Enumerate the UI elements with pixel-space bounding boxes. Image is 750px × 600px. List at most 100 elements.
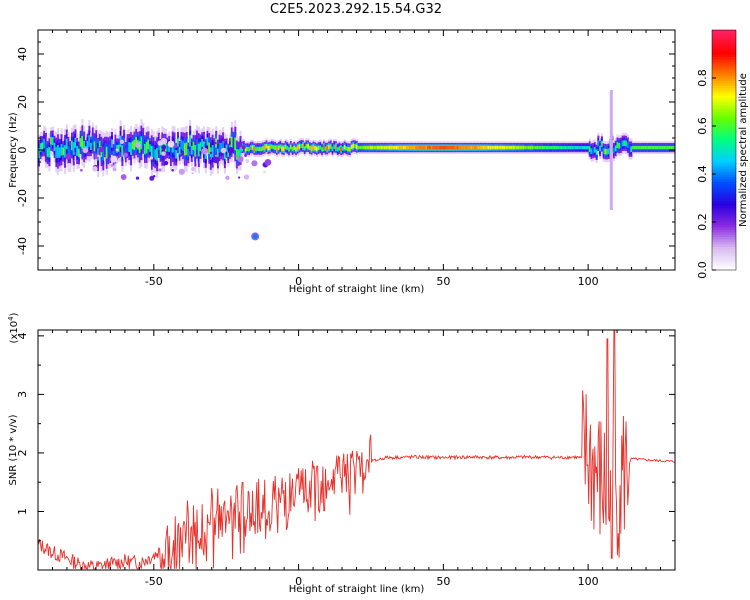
spectrogram-cell bbox=[654, 145, 657, 150]
spectrogram-cell bbox=[124, 148, 127, 156]
colorbar-step bbox=[712, 250, 736, 254]
spectrogram-cell bbox=[343, 145, 346, 150]
spectrogram-cell bbox=[494, 145, 497, 150]
spectrogram-speckle bbox=[214, 141, 217, 145]
colorbar-label: Normalized spectral amplitude bbox=[738, 73, 749, 227]
spectrogram-cell bbox=[428, 145, 431, 150]
spectrogram-cell bbox=[599, 145, 602, 152]
colorbar-step bbox=[712, 80, 736, 84]
spectrogram-cell bbox=[248, 147, 251, 152]
spectrogram-cell bbox=[104, 143, 107, 151]
spectrogram-cell bbox=[72, 142, 75, 155]
spectrogram-cell bbox=[595, 149, 598, 156]
spectrogram-cell bbox=[225, 144, 228, 152]
spectrogram-cell bbox=[496, 145, 499, 150]
spectrogram-speckle bbox=[234, 154, 237, 157]
spectrogram-cell bbox=[67, 146, 70, 158]
x-tick-label: 0 bbox=[295, 575, 302, 588]
spectrogram-cell bbox=[451, 145, 454, 150]
spectrogram-cell bbox=[658, 145, 661, 150]
spectrogram-cell bbox=[354, 144, 357, 149]
spectrogram-cell bbox=[673, 145, 675, 150]
spectrogram-cell bbox=[401, 145, 404, 150]
colorbar-step bbox=[712, 102, 736, 105]
colorbar-step bbox=[712, 183, 736, 187]
colorbar-step bbox=[712, 114, 736, 117]
spectrogram-cell bbox=[439, 145, 442, 150]
spectrogram-cell bbox=[232, 138, 235, 147]
spectrogram-cell bbox=[402, 145, 405, 150]
spectrogram-cell bbox=[602, 148, 605, 154]
colorbar-step bbox=[712, 34, 736, 38]
spectrogram-cell bbox=[670, 145, 673, 150]
colorbar-step bbox=[712, 226, 736, 230]
spectrogram-cell bbox=[392, 145, 395, 150]
spectrogram-cell bbox=[216, 148, 219, 160]
colorbar-step bbox=[712, 70, 736, 74]
colorbar-step bbox=[712, 154, 736, 158]
spectrogram-cell bbox=[206, 137, 209, 146]
spectrogram-cell bbox=[507, 145, 510, 150]
colorbar-step bbox=[712, 78, 736, 81]
spectrogram-cell bbox=[281, 146, 284, 151]
colorbar-step bbox=[712, 195, 736, 199]
spectrogram-speckle bbox=[243, 174, 250, 180]
spectrogram-cell bbox=[331, 146, 334, 152]
spectrogram-cell bbox=[576, 145, 579, 150]
spectrogram-cell bbox=[352, 143, 355, 149]
spectrogram-cell bbox=[309, 145, 312, 151]
spectrogram-cell bbox=[644, 145, 647, 150]
spectrogram-cell bbox=[420, 145, 423, 150]
spectrogram-speckle bbox=[110, 155, 118, 163]
spectrogram-cell bbox=[284, 144, 287, 149]
colorbar-step bbox=[712, 159, 736, 163]
colorbar-step bbox=[712, 253, 736, 257]
spectrogram-cell bbox=[540, 145, 543, 150]
colorbar-step bbox=[712, 126, 736, 129]
spectrogram-cell bbox=[276, 146, 279, 152]
spectrogram-cell bbox=[251, 145, 254, 150]
spectrogram-cell bbox=[133, 140, 136, 151]
spectrogram-cell bbox=[411, 145, 414, 150]
spectrogram-cell bbox=[279, 144, 282, 149]
spectrogram-cell bbox=[110, 139, 113, 148]
colorbar-step bbox=[712, 66, 736, 69]
spectrogram-cell bbox=[336, 147, 339, 152]
spectrogram-cell bbox=[481, 145, 484, 150]
spectrogram-cell bbox=[409, 145, 412, 150]
colorbar-step bbox=[712, 104, 736, 108]
spectrogram-speckle bbox=[66, 162, 73, 169]
colorbar-step bbox=[712, 90, 736, 93]
snr-panel: -50 0 50 100 1 2 3 4 Height of straight line (km… bbox=[7, 312, 676, 595]
colorbar-step bbox=[712, 243, 736, 247]
spectrogram-cell bbox=[574, 145, 577, 150]
spectrogram-cell bbox=[71, 140, 74, 151]
spectrogram-cell bbox=[307, 144, 310, 149]
spectrogram-speckle bbox=[249, 146, 252, 150]
spectrogram-cell bbox=[76, 146, 79, 156]
spectrogram-cell bbox=[46, 148, 49, 157]
colorbar-step bbox=[712, 217, 736, 221]
spectrogram-cell bbox=[498, 145, 501, 150]
spectrogram-cell bbox=[333, 144, 336, 149]
spectrogram-speckle bbox=[244, 154, 247, 157]
spectrogram-cell bbox=[183, 143, 186, 156]
spectrogram-cell bbox=[567, 145, 570, 150]
spectrogram-cell bbox=[461, 145, 464, 150]
colorbar-step bbox=[712, 162, 736, 165]
spectrogram-cell bbox=[534, 145, 537, 150]
spectrogram-speckle bbox=[201, 147, 209, 155]
colorbar-step bbox=[712, 92, 736, 96]
spectrogram-cell bbox=[338, 146, 341, 151]
colorbar-step bbox=[712, 150, 736, 153]
colorbar-step bbox=[712, 140, 736, 144]
colorbar-step bbox=[712, 174, 736, 177]
x-tick-label: -50 bbox=[145, 275, 163, 288]
spectrogram-cell bbox=[588, 146, 591, 152]
spectrogram-speckle bbox=[65, 153, 71, 160]
colorbar-step bbox=[712, 188, 736, 192]
spectrogram-cell bbox=[373, 145, 376, 150]
spectrogram-cell bbox=[359, 145, 362, 150]
spectrogram-cell bbox=[166, 143, 169, 152]
spectrogram-cell bbox=[522, 145, 525, 150]
